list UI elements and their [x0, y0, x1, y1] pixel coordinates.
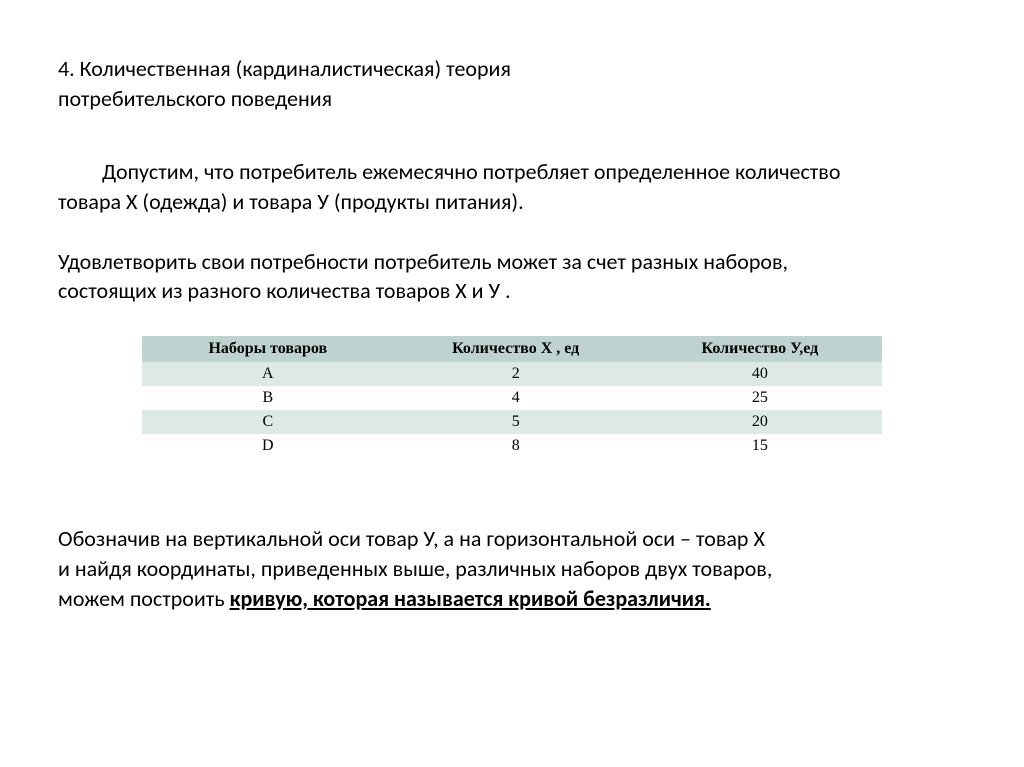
para2-line2: состоящих из разного количества товаров … — [58, 277, 511, 304]
table-cell: 40 — [638, 362, 882, 386]
paragraph-1: Допустим, что потребитель ежемесячно пот… — [58, 157, 966, 216]
table-cell: 15 — [638, 434, 882, 458]
para1-line2: товара Х (одежда) и товара У (продукты п… — [58, 188, 524, 215]
table-cell: 4 — [394, 386, 638, 410]
table-cell: 25 — [638, 386, 882, 410]
table-header-row: Наборы товаров Количество Х , ед Количес… — [142, 336, 882, 362]
para3-line3a: можем построить — [58, 585, 230, 612]
col-header-sets: Наборы товаров — [142, 336, 394, 362]
heading-line-2: потребительского поведения — [58, 85, 332, 112]
table-container: Наборы товаров Количество Х , ед Количес… — [58, 336, 966, 458]
para1-line1: Допустим, что потребитель ежемесячно пот… — [102, 158, 840, 185]
table-row: A240 — [142, 362, 882, 386]
para3-line3b: кривую, которая называется кривой безраз… — [230, 585, 711, 612]
table-row: B425 — [142, 386, 882, 410]
goods-table: Наборы товаров Количество Х , ед Количес… — [142, 336, 882, 458]
paragraph-3: Обозначив на вертикальной оси товар У, а… — [58, 524, 966, 613]
table-row: C520 — [142, 410, 882, 434]
table-cell: 2 — [394, 362, 638, 386]
table-cell: B — [142, 386, 394, 410]
table-cell: 5 — [394, 410, 638, 434]
heading-line-1: 4. Количественная (кардиналистическая) т… — [58, 55, 511, 82]
paragraph-2: Удовлетворить свои потребности потребите… — [58, 247, 966, 306]
table-cell: 8 — [394, 434, 638, 458]
table-cell: 20 — [638, 410, 882, 434]
document-page: 4. Количественная (кардиналистическая) т… — [0, 0, 1024, 613]
para3-line2: и найдя координаты, приведенных выше, ра… — [58, 555, 772, 582]
section-heading: 4. Количественная (кардиналистическая) т… — [58, 54, 966, 113]
table-cell: C — [142, 410, 394, 434]
table-row: D815 — [142, 434, 882, 458]
col-header-x: Количество Х , ед — [394, 336, 638, 362]
para3-line1: Обозначив на вертикальной оси товар У, а… — [58, 525, 765, 552]
para2-line1: Удовлетворить свои потребности потребите… — [58, 248, 788, 275]
table-cell: D — [142, 434, 394, 458]
table-body: A240B425C520D815 — [142, 362, 882, 458]
col-header-y: Количество У,ед — [638, 336, 882, 362]
table-cell: A — [142, 362, 394, 386]
